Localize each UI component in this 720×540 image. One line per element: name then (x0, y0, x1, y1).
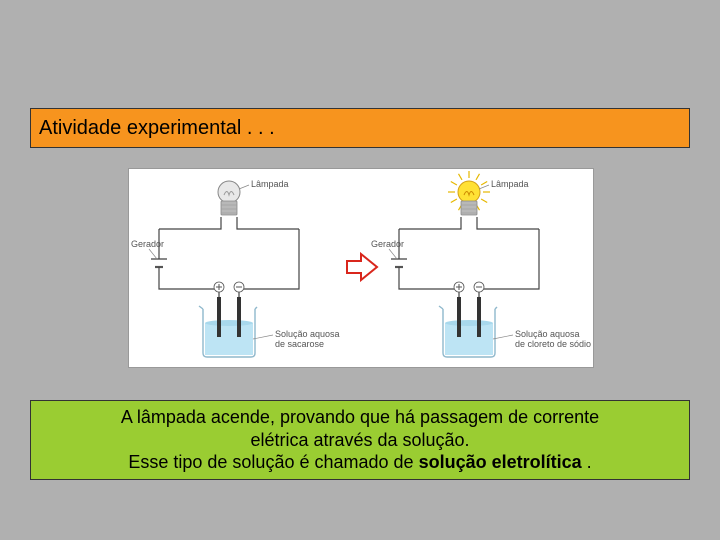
svg-text:Lâmpada: Lâmpada (491, 179, 529, 189)
svg-text:Lâmpada: Lâmpada (251, 179, 289, 189)
svg-text:Gerador: Gerador (131, 239, 164, 249)
caption-banner: A lâmpada acende, provando que há passag… (30, 400, 690, 480)
diagram-container: GeradorLâmpadaSolução aquosade sacaroseG… (128, 168, 594, 368)
caption-line2: elétrica através da solução. (250, 429, 469, 452)
title-text: Atividade experimental . . . (39, 117, 275, 140)
title-banner: Atividade experimental . . . (30, 108, 690, 148)
caption-line3: Esse tipo de solução é chamado de soluçã… (128, 451, 591, 474)
caption-line1: A lâmpada acende, provando que há passag… (121, 406, 599, 429)
svg-text:Gerador: Gerador (371, 239, 404, 249)
circuit-diagram: GeradorLâmpadaSolução aquosade sacaroseG… (129, 169, 595, 369)
svg-text:Solução aquosa: Solução aquosa (275, 329, 340, 339)
caption-bold: solução eletrolítica (419, 452, 582, 472)
svg-text:de sacarose: de sacarose (275, 339, 324, 349)
svg-text:Solução aquosa: Solução aquosa (515, 329, 580, 339)
svg-text:de cloreto de sódio: de cloreto de sódio (515, 339, 591, 349)
